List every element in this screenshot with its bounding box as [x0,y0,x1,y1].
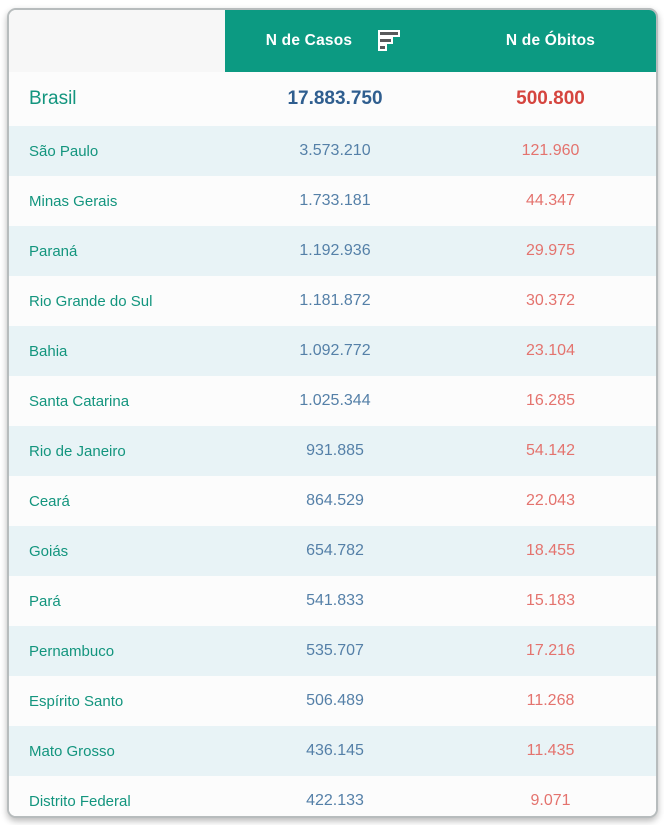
row-region-name: Distrito Federal [29,792,131,810]
table-body: Brasil 17.883.750 500.800 São Paulo 3.57… [9,72,656,816]
column-header-deaths[interactable]: N de Óbitos [445,10,656,72]
row-cases-value: 1.181.872 [299,292,371,309]
table-row[interactable]: Espírito Santo 506.489 11.268 [9,676,656,726]
row-cases-value: 864.529 [306,492,364,509]
table-row[interactable]: Paraná 1.192.936 29.975 [9,226,656,276]
row-deaths-value: 121.960 [521,142,580,159]
row-cases-value: 541.833 [306,592,364,609]
row-region-name: Ceará [29,492,70,510]
table-header: N de Casos N de Óbitos [9,10,656,72]
table-row[interactable]: Pernambuco 535.707 17.216 [9,626,656,676]
row-region-name: Minas Gerais [29,192,118,210]
table-row[interactable]: Santa Catarina 1.025.344 16.285 [9,376,656,426]
table-row[interactable]: Minas Gerais 1.733.181 44.347 [9,176,656,226]
row-cases-value: 1.733.181 [299,192,371,209]
table-row[interactable]: Brasil 17.883.750 500.800 [9,72,656,126]
row-deaths-value: 16.285 [526,392,575,409]
row-deaths-value: 15.183 [526,592,575,609]
sort-descending-bars-icon[interactable] [378,30,404,52]
row-deaths-value: 29.975 [526,242,575,259]
row-region-name: Goiás [29,542,69,560]
row-cases-value: 17.883.750 [287,88,383,109]
column-header-cases[interactable]: N de Casos [225,10,445,72]
row-deaths-value: 9.071 [530,792,571,809]
row-cases-value: 436.145 [306,742,364,759]
row-cases-value: 535.707 [306,642,364,659]
row-cases-value: 931.885 [306,442,364,459]
row-deaths-value: 30.372 [526,292,575,309]
row-cases-value: 422.133 [306,792,364,809]
table-row[interactable]: Mato Grosso 436.145 11.435 [9,726,656,776]
row-region-name: Rio Grande do Sul [29,292,153,310]
row-deaths-value: 44.347 [526,192,575,209]
row-region-name: Espírito Santo [29,692,124,710]
row-region-name: Rio de Janeiro [29,442,126,460]
row-cases-value: 654.782 [306,542,364,559]
table-row[interactable]: Ceará 864.529 22.043 [9,476,656,526]
row-deaths-value: 11.268 [526,692,575,709]
row-region-name: Brasil [29,88,77,109]
row-region-name: Bahia [29,342,68,360]
table-row[interactable]: São Paulo 3.573.210 121.960 [9,126,656,176]
row-deaths-value: 54.142 [526,442,575,459]
row-region-name: São Paulo [29,142,99,160]
header-corner-spacer [9,10,225,72]
row-region-name: Mato Grosso [29,742,115,760]
covid-table-card: N de Casos N de Óbitos Brasil 17.883.750… [7,8,658,818]
table-row[interactable]: Distrito Federal 422.133 9.071 [9,776,656,816]
row-deaths-value: 22.043 [526,492,575,509]
row-region-name: Pernambuco [29,642,115,660]
row-cases-value: 1.092.772 [299,342,371,359]
table-row[interactable]: Goiás 654.782 18.455 [9,526,656,576]
table-row[interactable]: Bahia 1.092.772 23.104 [9,326,656,376]
row-deaths-value: 11.435 [526,742,575,759]
row-cases-value: 506.489 [306,692,364,709]
row-deaths-value: 23.104 [526,342,575,359]
row-deaths-value: 18.455 [526,542,575,559]
table-row[interactable]: Rio de Janeiro 931.885 54.142 [9,426,656,476]
table-row[interactable]: Rio Grande do Sul 1.181.872 30.372 [9,276,656,326]
table-row[interactable]: Pará 541.833 15.183 [9,576,656,626]
row-region-name: Pará [29,592,61,610]
deaths-header-label: N de Óbitos [505,32,596,49]
row-region-name: Paraná [29,242,78,260]
row-deaths-value: 500.800 [516,88,585,109]
row-region-name: Santa Catarina [29,392,130,410]
row-cases-value: 3.573.210 [299,142,371,159]
row-cases-value: 1.025.344 [299,392,371,409]
row-cases-value: 1.192.936 [299,242,371,259]
row-deaths-value: 17.216 [526,642,575,659]
cases-header-label: N de Casos [265,32,353,49]
